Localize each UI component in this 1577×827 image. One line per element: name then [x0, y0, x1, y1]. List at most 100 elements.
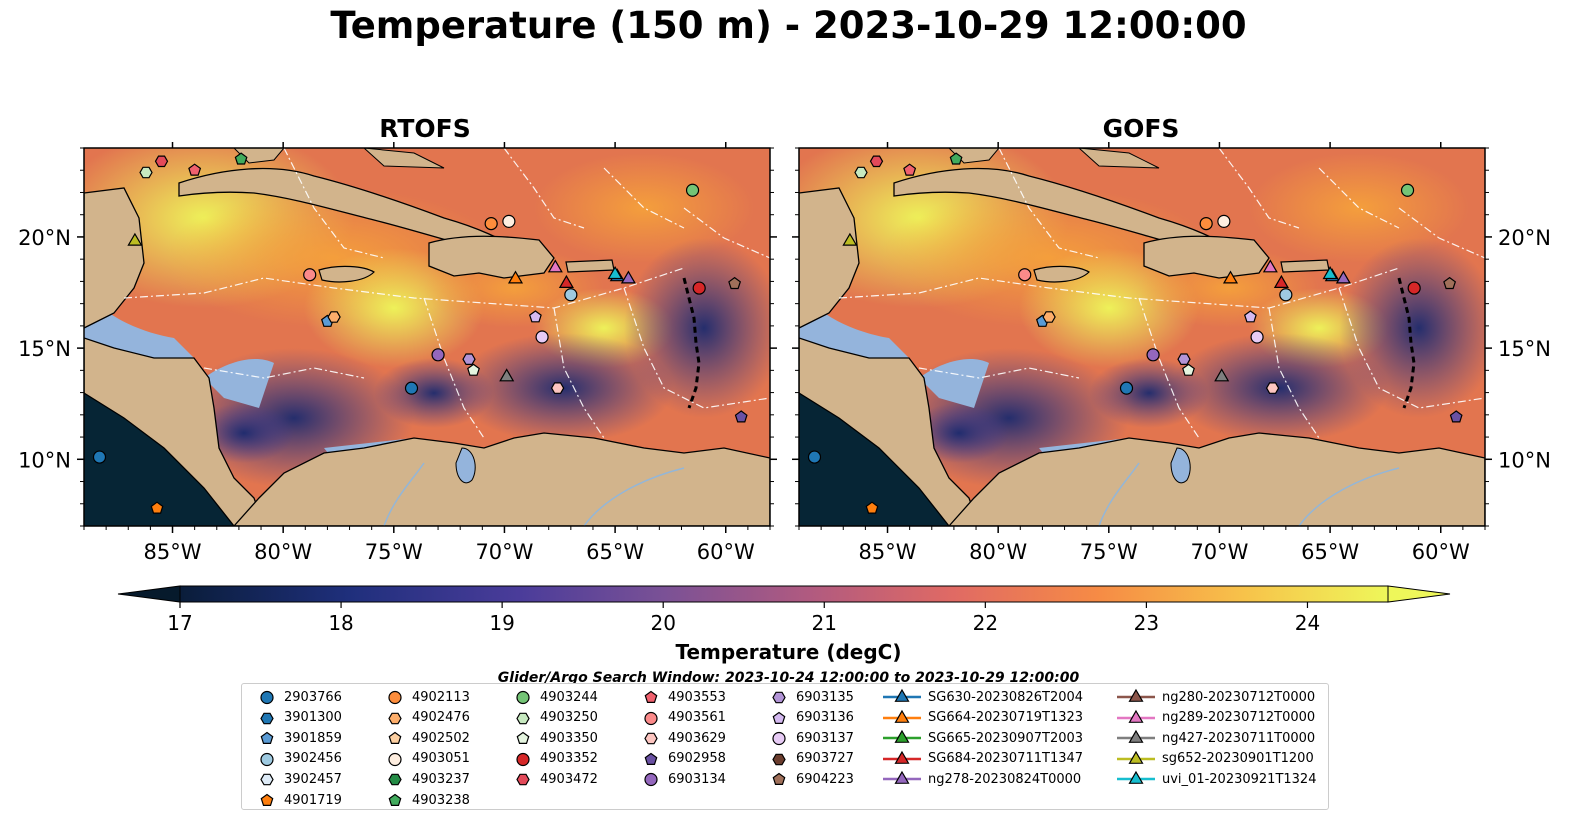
platform-marker — [685, 183, 700, 197]
platform-marker — [528, 310, 542, 323]
hexagon-marker-icon — [516, 774, 530, 786]
legend-item: ng278-20230824T0000 — [882, 769, 1081, 789]
legend-label: 4902502 — [412, 730, 470, 746]
platform-marker — [1250, 330, 1264, 344]
platform-marker — [547, 259, 563, 273]
legend-item: 3901300 — [256, 708, 342, 728]
legend-marker — [644, 711, 658, 725]
glider-track-icon — [1117, 750, 1155, 764]
legend-item: 4903238 — [384, 790, 470, 810]
circle-marker-icon — [516, 690, 530, 705]
legend-item: 3901859 — [256, 728, 342, 748]
platform-marker — [728, 276, 742, 290]
platform-marker — [1182, 363, 1195, 376]
pentagon-marker-icon — [260, 793, 274, 806]
legend-marker — [516, 752, 530, 766]
x-tick-label: 75°W — [365, 540, 423, 564]
colorbar: 17 18 19 20 21 22 23 24 — [117, 585, 1451, 635]
legend-item: 4903250 — [512, 708, 598, 728]
legend-label: 4901719 — [284, 792, 342, 808]
platform-marker — [1177, 353, 1191, 365]
legend-item: uvi_01-20230921T1324 — [1116, 769, 1316, 789]
legend-item: 6904223 — [768, 769, 854, 789]
pentagon-marker-icon — [644, 752, 658, 765]
platform-marker — [431, 348, 445, 362]
platform-marker — [1018, 268, 1032, 282]
platform-marker — [1217, 214, 1231, 228]
legend-marker — [644, 690, 658, 703]
legend-label: 3901859 — [284, 730, 342, 746]
platform-marker — [139, 166, 153, 179]
axis-ticks-gofs: 85°W 80°W 75°W 70°W 65°W 60°W 20°N 15°N 10°N — [792, 142, 1551, 564]
legend-marker — [644, 732, 658, 745]
legend-item: 4903237 — [384, 769, 470, 789]
platform-marker — [484, 217, 498, 231]
platform-marker — [865, 501, 879, 514]
legend-item: 6903134 — [640, 769, 726, 789]
platform-marker — [807, 450, 822, 464]
colorbar-tick-label: 19 — [489, 611, 514, 635]
legend-marker — [388, 731, 402, 745]
colorbar-tick-label: 17 — [167, 611, 192, 635]
legend-item: 6903136 — [768, 708, 854, 728]
platform-marker — [1042, 311, 1056, 323]
hexagon-marker-icon — [772, 753, 786, 766]
legend-label: 6903137 — [796, 730, 854, 746]
x-tick-label: 65°W — [1301, 540, 1359, 564]
legend-label: 4903629 — [668, 730, 726, 746]
legend-marker — [260, 690, 274, 705]
panel-title-rtofs: RTOFS — [379, 114, 471, 143]
legend-marker — [388, 690, 402, 705]
legend-item: 3902456 — [256, 749, 342, 769]
platform-marker — [404, 381, 419, 395]
legend-marker — [516, 690, 530, 705]
x-tick-label: 85°W — [144, 540, 202, 564]
legend-marker — [1128, 688, 1144, 702]
legend-marker — [772, 732, 786, 746]
legend-label: sg652-20230901T1200 — [1162, 751, 1314, 767]
circle-marker-icon — [388, 752, 402, 766]
legend-marker — [644, 773, 658, 787]
legend-marker — [260, 752, 274, 766]
legend-label: SG665-20230907T2003 — [928, 730, 1084, 746]
legend-marker — [516, 712, 530, 724]
circle-marker-icon — [644, 773, 658, 787]
pentagon-marker-icon — [644, 690, 658, 703]
legend-label: 3902456 — [284, 751, 342, 767]
pentagon-marker-icon — [388, 793, 402, 806]
platform-marker — [150, 501, 164, 514]
hexagon-marker-icon — [516, 712, 530, 724]
legend-label: uvi_01-20230921T1324 — [1162, 771, 1317, 787]
circle-marker-icon — [772, 732, 786, 746]
legend-item: SG664-20230719T1323 — [882, 708, 1083, 728]
x-tick-label: 80°W — [254, 540, 312, 564]
legend-item: 4901719 — [256, 790, 342, 810]
platform-marker — [1214, 368, 1230, 382]
hexagon-marker-icon — [644, 732, 658, 745]
hexagon-marker-icon — [260, 774, 274, 786]
glider-track-icon — [1117, 688, 1155, 702]
platform-marker — [1273, 274, 1289, 288]
legend-label: ng289-20230712T0000 — [1162, 710, 1316, 726]
y-tick-label: 15°N — [18, 337, 71, 361]
legend-marker — [772, 711, 786, 724]
platform-marker — [842, 232, 858, 246]
platform-marker — [127, 232, 143, 246]
legend-marker — [644, 752, 658, 765]
platform-marker — [607, 265, 623, 280]
hexagon-marker-icon — [260, 712, 274, 724]
x-tick-label: 70°W — [1190, 540, 1248, 564]
platform-marker — [558, 274, 574, 288]
figure-title: Temperature (150 m) - 2023-10-29 12:00:0… — [330, 4, 1247, 47]
legend-item: 4903352 — [512, 749, 598, 769]
platform-marker — [550, 382, 565, 394]
platform-marker — [854, 166, 868, 179]
legend-label: 2903766 — [284, 689, 342, 705]
search-window-note: Glider/Argo Search Window: 2023-10-24 12… — [497, 670, 1080, 686]
legend-item: 2903766 — [256, 687, 342, 707]
legend-item: 6903137 — [768, 728, 854, 748]
legend-label: 6902958 — [668, 751, 726, 767]
legend-item: 4902113 — [384, 687, 470, 707]
legend-marker — [260, 793, 274, 806]
colorbar-ticks: 17 18 19 20 21 22 23 24 — [167, 602, 1320, 635]
